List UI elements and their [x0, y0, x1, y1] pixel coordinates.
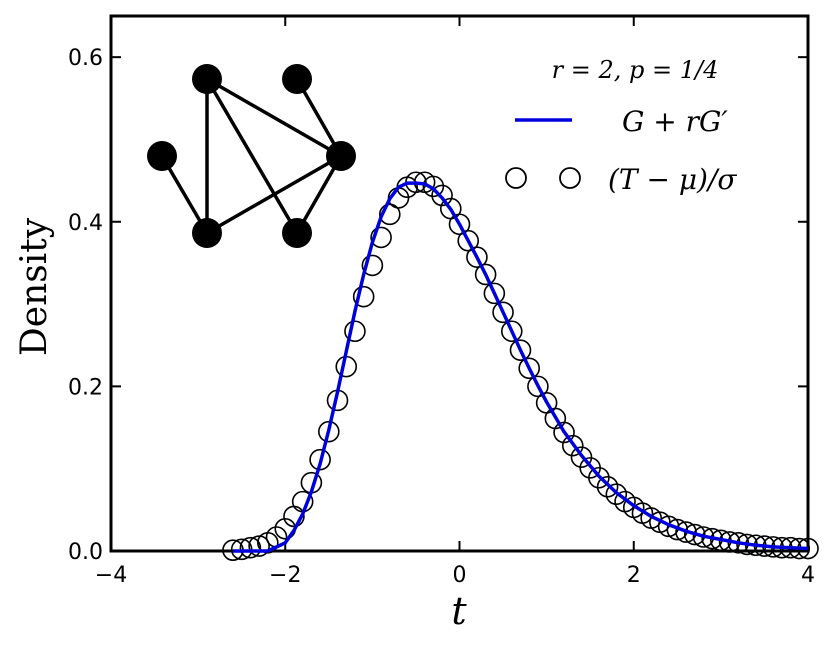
- data-point-marker: [492, 301, 514, 324]
- y-tick-label: 0.2: [68, 375, 103, 400]
- legend-label-line: G + rG′: [622, 105, 728, 138]
- data-point-marker: [361, 254, 384, 277]
- y-axis-ticks: 0.0 0.2 0.4 0.6: [68, 46, 808, 565]
- data-point-marker: [370, 226, 392, 249]
- inset-network-graph: [147, 64, 356, 248]
- data-point-marker: [344, 320, 366, 343]
- graph-node: [282, 64, 312, 94]
- data-point-marker: [318, 420, 340, 443]
- x-tick-label: −4: [95, 563, 127, 588]
- graph-edge: [205, 78, 299, 234]
- data-point-marker: [605, 483, 628, 506]
- data-point-marker: [675, 521, 697, 543]
- graph-edge: [206, 154, 342, 235]
- graph-node: [192, 64, 222, 94]
- x-tick-label: −2: [269, 563, 301, 588]
- data-point-marker: [474, 263, 497, 286]
- data-point-marker: [561, 434, 584, 457]
- data-point-marker: [457, 229, 480, 252]
- legend-label-markers: (T − μ)/σ: [608, 163, 737, 196]
- data-point-marker: [509, 339, 532, 361]
- series-markers: [222, 171, 819, 561]
- data-point-marker: [248, 535, 270, 557]
- legend: G + rG′ (T − μ)/σ: [505, 105, 737, 196]
- y-tick-label: 0.4: [68, 211, 103, 236]
- legend-marker-swatch-1: [505, 167, 527, 189]
- data-point-marker: [683, 523, 706, 546]
- data-point-marker: [483, 282, 506, 305]
- parameter-annotation: r = 2, p = 1/4: [552, 56, 719, 84]
- data-point-marker: [527, 375, 549, 398]
- density-curve: [233, 181, 809, 553]
- data-point-marker: [500, 320, 523, 343]
- data-point-marker: [352, 285, 375, 308]
- data-point-marker: [518, 357, 541, 380]
- y-tick-label: 0.6: [68, 46, 103, 71]
- y-axis-title: Density: [14, 217, 55, 356]
- x-axis-title: t: [451, 589, 467, 633]
- data-point-marker: [448, 213, 471, 236]
- data-point-marker: [588, 466, 610, 489]
- graph-edge: [206, 77, 342, 158]
- graph-node: [282, 218, 312, 248]
- y-tick-label: 0.0: [68, 540, 103, 565]
- data-point-marker: [596, 475, 619, 498]
- x-axis-ticks: −4 −2 0 2 4: [95, 16, 815, 588]
- legend-marker-swatch-2: [559, 167, 581, 189]
- data-point-marker: [666, 518, 689, 541]
- data-point-marker: [378, 203, 401, 226]
- x-tick-label: 0: [453, 563, 467, 588]
- data-point-marker: [422, 175, 445, 198]
- series-line-group: [233, 181, 809, 553]
- x-tick-label: 4: [801, 563, 815, 588]
- graph-node: [326, 141, 356, 171]
- graph-node: [147, 141, 177, 171]
- graph-node: [192, 218, 222, 248]
- data-point-marker: [239, 536, 262, 559]
- data-point-marker: [466, 246, 488, 268]
- x-tick-label: 2: [627, 563, 641, 588]
